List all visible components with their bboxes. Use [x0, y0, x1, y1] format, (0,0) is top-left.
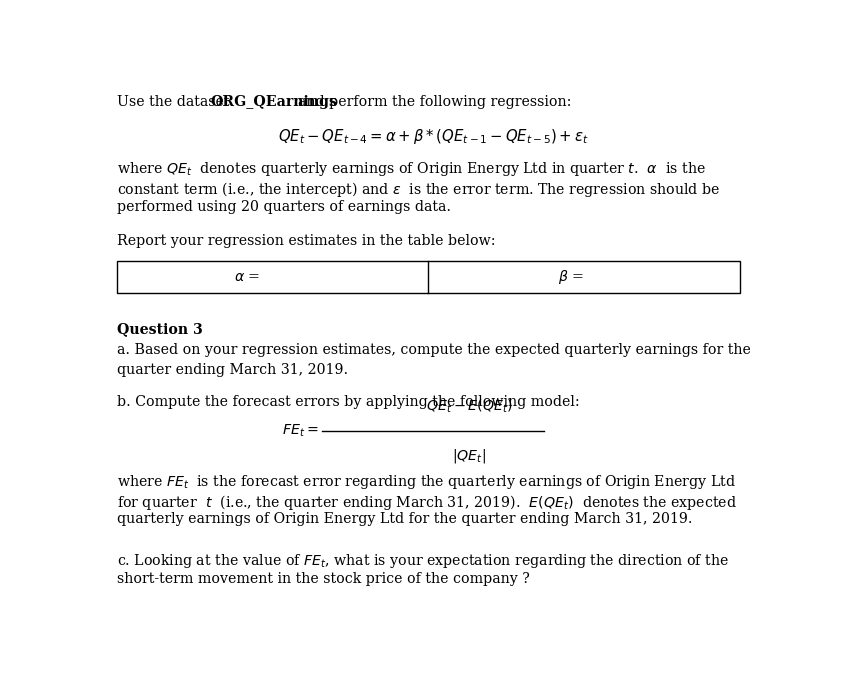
Text: where $QE_t$  denotes quarterly earnings of Origin Energy Ltd in quarter $t$.  $: where $QE_t$ denotes quarterly earnings … — [117, 160, 706, 178]
Text: $\beta$ =: $\beta$ = — [557, 268, 583, 286]
Text: where $FE_t$  is the forecast error regarding the quarterly earnings of Origin E: where $FE_t$ is the forecast error regar… — [117, 473, 735, 491]
Text: performed using 20 quarters of earnings data.: performed using 20 quarters of earnings … — [117, 200, 451, 214]
FancyBboxPatch shape — [117, 261, 738, 292]
Text: Question 3: Question 3 — [117, 322, 203, 337]
Text: quarterly earnings of Origin Energy Ltd for the quarter ending March 31, 2019.: quarterly earnings of Origin Energy Ltd … — [117, 513, 692, 526]
Text: and perform the following regression:: and perform the following regression: — [297, 95, 571, 109]
Text: for quarter  $t$  (i.e., the quarter ending March 31, 2019).  $E(QE_t)$  denotes: for quarter $t$ (i.e., the quarter endin… — [117, 492, 736, 511]
Text: b. Compute the forecast errors by applying the following model:: b. Compute the forecast errors by applyi… — [117, 395, 580, 409]
Text: constant term (i.e., the intercept) and $\varepsilon$  is the error term. The re: constant term (i.e., the intercept) and … — [117, 180, 719, 199]
Text: quarter ending March 31, 2019.: quarter ending March 31, 2019. — [117, 363, 348, 377]
Text: Use the dataset: Use the dataset — [117, 95, 234, 109]
Text: ORG_QEarnings: ORG_QEarnings — [210, 95, 337, 109]
Text: a. Based on your regression estimates, compute the expected quarterly earnings f: a. Based on your regression estimates, c… — [117, 343, 750, 358]
Text: short-term movement in the stock price of the company ?: short-term movement in the stock price o… — [117, 572, 529, 586]
Text: c. Looking at the value of $FE_t$, what is your expectation regarding the direct: c. Looking at the value of $FE_t$, what … — [117, 552, 728, 571]
Text: $|QE_t|$: $|QE_t|$ — [452, 447, 485, 464]
Text: Report your regression estimates in the table below:: Report your regression estimates in the … — [117, 234, 495, 248]
Text: $FE_t =$: $FE_t =$ — [282, 423, 318, 439]
Text: $\alpha$ =: $\alpha$ = — [234, 270, 260, 284]
Text: $QE_t - QE_{t-4} = \alpha + \beta * (QE_{t-1} - QE_{t-5}) + \varepsilon_t$: $QE_t - QE_{t-4} = \alpha + \beta * (QE_… — [278, 126, 587, 146]
Text: $QE_t - E(QE_t)$: $QE_t - E(QE_t)$ — [425, 398, 511, 415]
